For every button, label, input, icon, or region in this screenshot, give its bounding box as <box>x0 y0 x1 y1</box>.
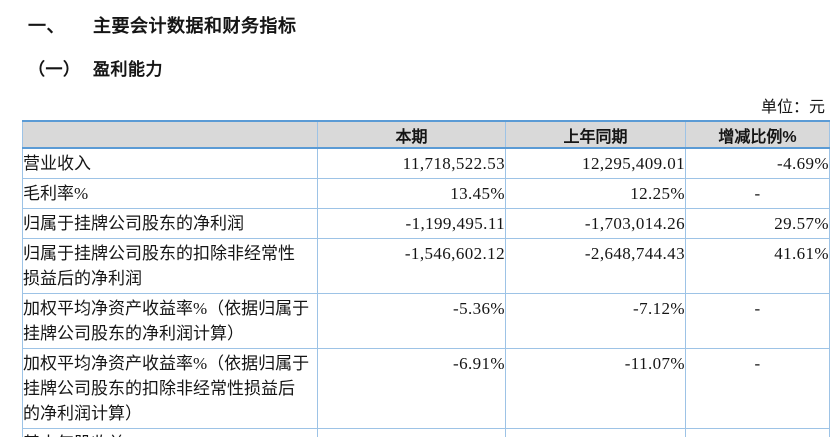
section-number: 一、 <box>28 16 65 36</box>
row-value-prior: -7.12% <box>505 293 686 349</box>
row-value-change: 41.61% <box>685 238 830 294</box>
table-header: 本期 上年同期 增减比例% <box>22 120 830 149</box>
row-value-prior: -2,648,744.43 <box>505 238 686 294</box>
row-value-change: 29.57% <box>685 208 830 239</box>
section-heading: 一、 主要会计数据和财务指标 <box>28 12 831 38</box>
table-row: 加权平均净资产收益率%（依据归属于 挂牌公司股东的扣除非经常性损益后 的净利润计… <box>22 348 830 429</box>
unit-label: 单位：元 <box>760 99 825 116</box>
col-header-current-period: 本期 <box>317 120 506 149</box>
row-value-prior: 12.25% <box>505 178 686 209</box>
row-label: 归属于挂牌公司股东的净利润 <box>22 208 318 239</box>
row-label: 基本每股收益 <box>22 428 318 437</box>
row-value-current: -6.91% <box>317 348 506 429</box>
col-header-indicator <box>22 120 318 149</box>
table-row: 营业收入 11,718,522.53 12,295,409.01 -4.69% <box>22 147 830 179</box>
row-value-prior: -0.04 <box>505 428 686 437</box>
row-value-change: - <box>685 348 830 429</box>
row-value-current: 13.45% <box>317 178 506 209</box>
row-value-current: -0.03 <box>317 428 506 437</box>
row-value-current: -1,546,602.12 <box>317 238 506 294</box>
subsection-title: 盈利能力 <box>93 60 163 79</box>
row-label: 加权平均净资产收益率%（依据归属于 挂牌公司股东的扣除非经常性损益后 的净利润计… <box>22 348 318 429</box>
col-header-change-ratio: 增减比例% <box>685 120 830 149</box>
table-row: 归属于挂牌公司股东的扣除非经常性 损益后的净利润 -1,546,602.12 -2,… <box>22 238 830 294</box>
row-label: 加权平均净资产收益率%（依据归属于 挂牌公司股东的净利润计算） <box>22 293 318 349</box>
table-row: 归属于挂牌公司股东的净利润 -1,199,495.11 -1,703,014.26 2… <box>22 208 830 239</box>
table-row: 基本每股收益-0.03-0.0425.00% <box>22 428 830 437</box>
table-header-row: 本期 上年同期 增减比例% <box>22 120 830 149</box>
document-page: 一、 主要会计数据和财务指标 （一） 盈利能力 单位：元 本期 上年同期 增减比… <box>0 12 831 437</box>
row-value-current: -5.36% <box>317 293 506 349</box>
row-value-change: - <box>685 178 830 209</box>
row-value-change: -4.69% <box>685 147 830 179</box>
row-value-current: -1,199,495.11 <box>317 208 506 239</box>
row-value-change: - <box>685 293 830 349</box>
section-title: 主要会计数据和财务指标 <box>93 16 297 36</box>
col-header-prior-period: 上年同期 <box>505 120 686 149</box>
financial-indicators-table: 本期 上年同期 增减比例% 营业收入 11,718,522.53 12,295,40… <box>22 120 830 437</box>
subsection-heading: （一） 盈利能力 <box>28 55 831 80</box>
row-value-change: 25.00% <box>685 428 830 437</box>
table-row: 毛利率% 13.45% 12.25% - <box>22 178 830 209</box>
row-label: 归属于挂牌公司股东的扣除非经常性 损益后的净利润 <box>22 238 318 294</box>
row-value-prior: -1,703,014.26 <box>505 208 686 239</box>
row-value-current: 11,718,522.53 <box>317 147 506 179</box>
row-label: 毛利率% <box>22 178 318 209</box>
row-label: 营业收入 <box>22 147 318 179</box>
row-value-prior: 12,295,409.01 <box>505 147 686 179</box>
subsection-number: （一） <box>28 60 81 79</box>
row-value-prior: -11.07% <box>505 348 686 429</box>
table-body: 营业收入 11,718,522.53 12,295,409.01 -4.69% 毛利率%… <box>22 147 830 437</box>
table-row: 加权平均净资产收益率%（依据归属于 挂牌公司股东的净利润计算） -5.36% -7.… <box>22 293 830 349</box>
